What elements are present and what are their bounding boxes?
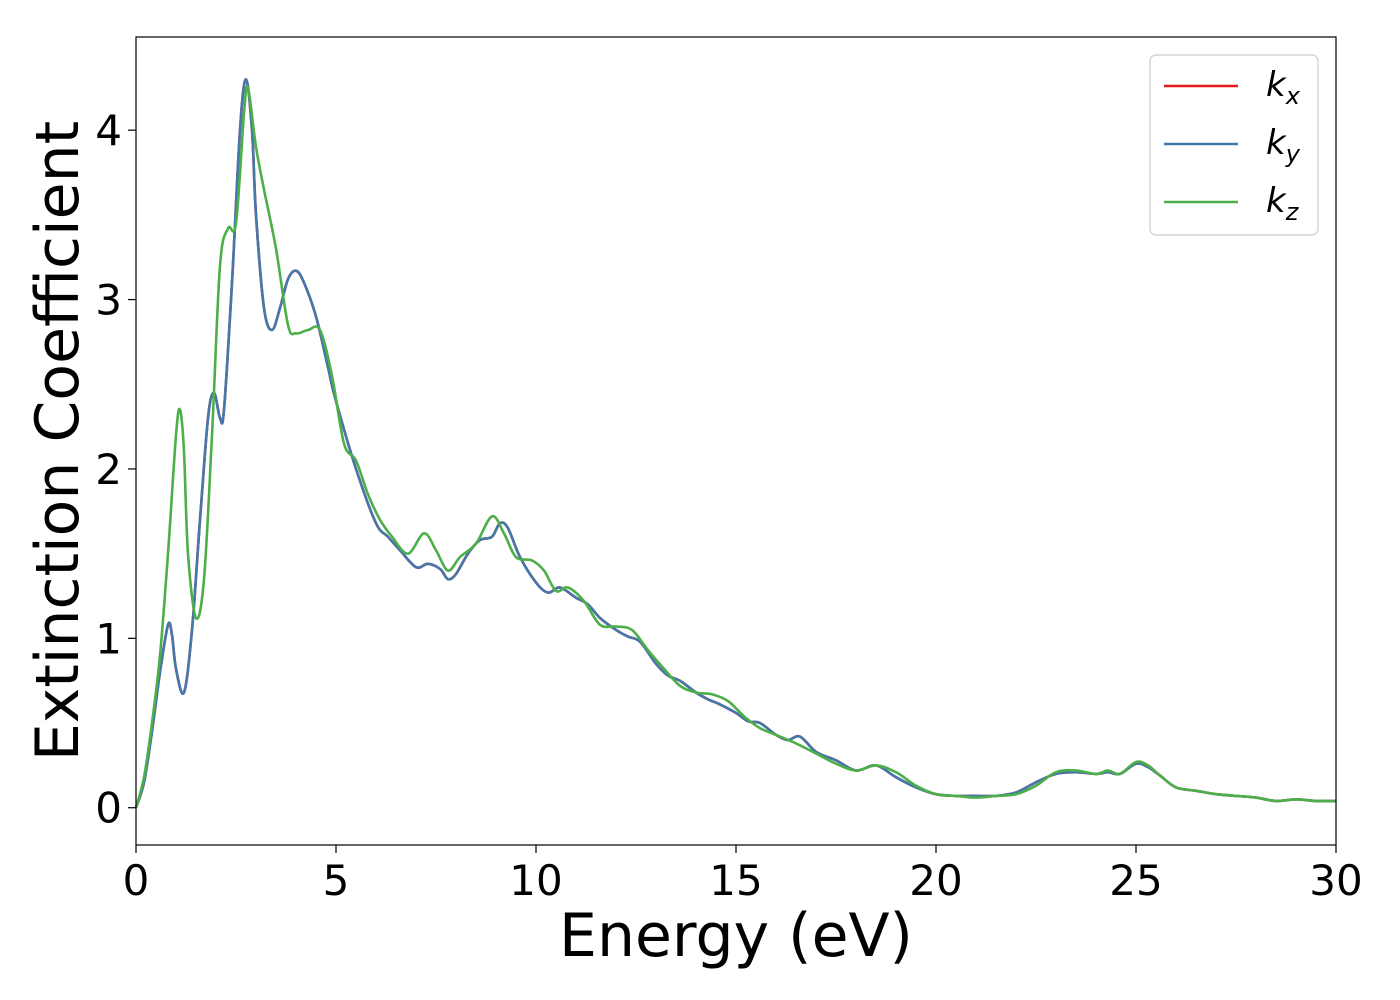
x-tick-label: 10 xyxy=(509,856,562,905)
y-tick-label: 2 xyxy=(95,445,122,494)
series-line-kz xyxy=(134,84,1337,809)
y-tick-label: 4 xyxy=(95,106,122,155)
y-tick-label: 3 xyxy=(95,276,122,325)
legend-label-kx: kx xyxy=(1266,65,1301,110)
series-layer xyxy=(134,78,1337,809)
x-tick-label: 5 xyxy=(323,856,350,905)
y-axis: 0 1 2 3 4 xyxy=(95,106,136,833)
x-tick-label: 25 xyxy=(1109,856,1162,905)
x-axis-label: Energy (eV) xyxy=(559,901,913,971)
x-axis: 0 5 10 15 20 25 30 xyxy=(123,845,1363,905)
y-axis-label: Extinction Coefficient xyxy=(23,121,93,761)
x-tick-label: 20 xyxy=(909,856,962,905)
y-tick-label: 0 xyxy=(95,784,122,833)
x-tick-label: 30 xyxy=(1309,856,1362,905)
x-tick-label: 15 xyxy=(709,856,762,905)
y-tick-label: 1 xyxy=(95,614,122,663)
x-tick-label: 0 xyxy=(123,856,150,905)
legend: kx ky kz xyxy=(1149,54,1319,236)
legend-label-ky: ky xyxy=(1266,123,1301,168)
legend-label-kz: kz xyxy=(1266,181,1300,226)
plot-area xyxy=(136,37,1336,845)
series-line-ky xyxy=(134,78,1337,809)
